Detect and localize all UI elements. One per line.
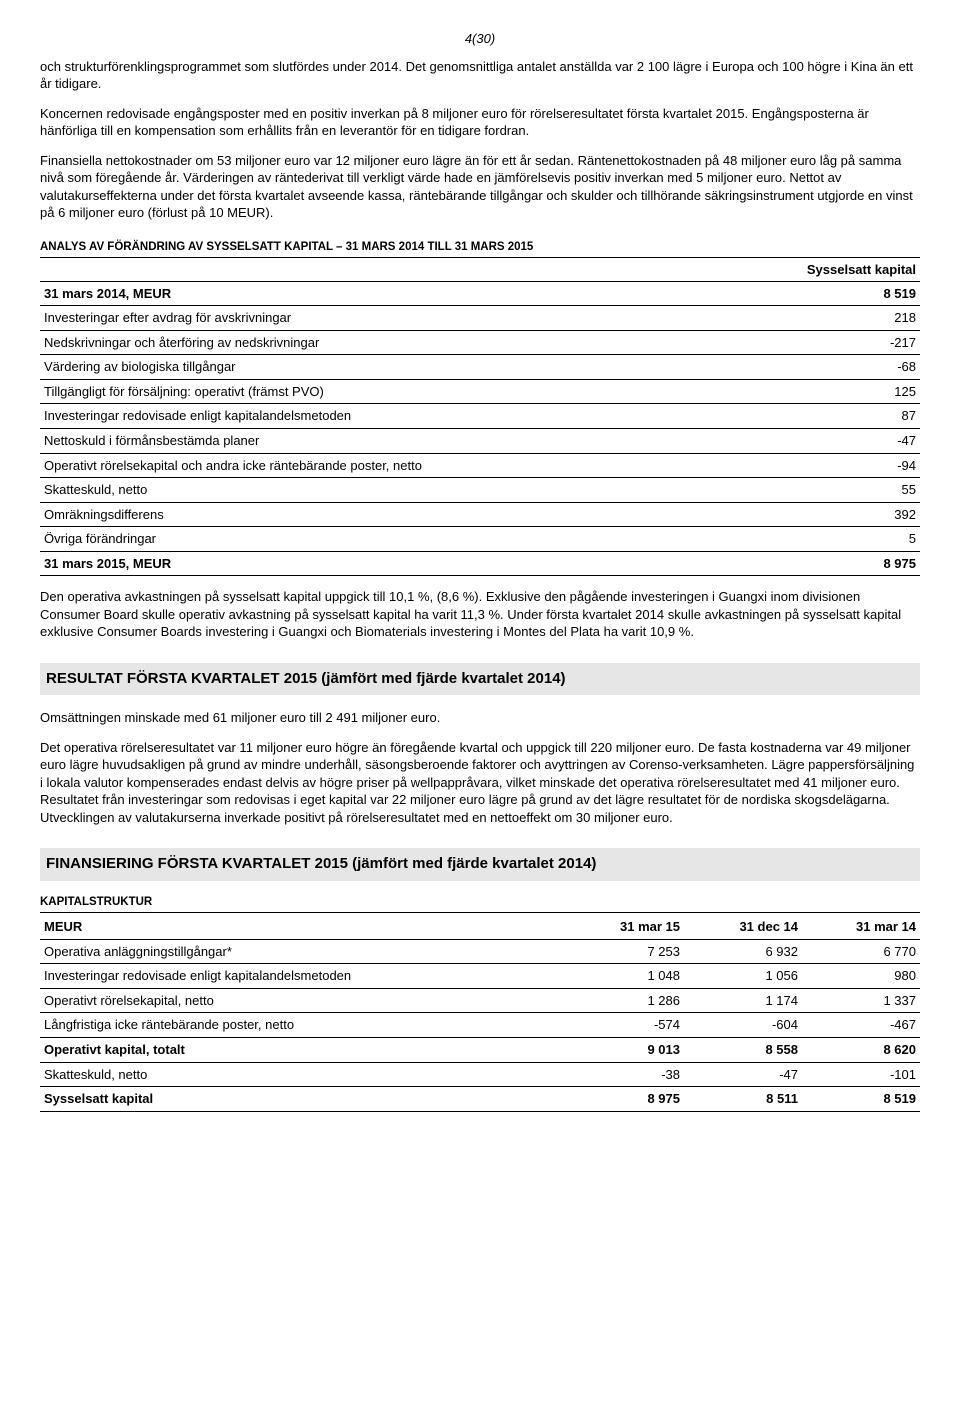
row-value: 8 975 — [802, 551, 920, 576]
paragraph-5: Omsättningen minskade med 61 miljoner eu… — [40, 709, 920, 727]
table-row: Övriga förändringar5 — [40, 527, 920, 552]
row-value: 125 — [802, 379, 920, 404]
table-row: Investeringar efter avdrag för avskrivni… — [40, 306, 920, 331]
row-value: -574 — [566, 1013, 684, 1038]
row-label: Operativt rörelsekapital, netto — [40, 988, 566, 1013]
row-value: -38 — [566, 1062, 684, 1087]
row-value: 8 519 — [802, 281, 920, 306]
paragraph-1: och strukturförenklingsprogrammet som sl… — [40, 58, 920, 93]
row-value: 87 — [802, 404, 920, 429]
table2: MEUR 31 mar 15 31 dec 14 31 mar 14 Opera… — [40, 915, 920, 1111]
row-value: 1 286 — [566, 988, 684, 1013]
row-label: Operativt rörelsekapital och andra icke … — [40, 453, 802, 478]
table2-col2: 31 dec 14 — [684, 915, 802, 939]
table-row: Skatteskuld, netto-38-47-101 — [40, 1062, 920, 1087]
row-value: -47 — [802, 429, 920, 454]
table-row: Operativt kapital, totalt9 0138 5588 620 — [40, 1037, 920, 1062]
row-value: 9 013 — [566, 1037, 684, 1062]
row-value: 1 056 — [684, 964, 802, 989]
row-label: Operativa anläggningstillgångar* — [40, 939, 566, 964]
table-row: Skatteskuld, netto55 — [40, 478, 920, 503]
row-value: 1 337 — [802, 988, 920, 1013]
row-value: 55 — [802, 478, 920, 503]
row-value: 980 — [802, 964, 920, 989]
row-value: 8 558 — [684, 1037, 802, 1062]
paragraph-2: Koncernen redovisade engångsposter med e… — [40, 105, 920, 140]
table1-empty-header — [40, 260, 802, 281]
row-label: Omräkningsdifferens — [40, 502, 802, 527]
paragraph-3: Finansiella nettokostnader om 53 miljone… — [40, 152, 920, 222]
row-value: 1 048 — [566, 964, 684, 989]
row-value: -101 — [802, 1062, 920, 1087]
row-value: 8 620 — [802, 1037, 920, 1062]
table-row: Investeringar redovisade enligt kapitala… — [40, 964, 920, 989]
table-row: Omräkningsdifferens392 — [40, 502, 920, 527]
table1-title: ANALYS AV FÖRÄNDRING AV SYSSELSATT KAPIT… — [40, 240, 920, 259]
table-row: Nettoskuld i förmånsbestämda planer-47 — [40, 429, 920, 454]
row-label: Operativt kapital, totalt — [40, 1037, 566, 1062]
table1-header-col: Sysselsatt kapital — [802, 260, 920, 281]
row-value: 6 770 — [802, 939, 920, 964]
row-value: -68 — [802, 355, 920, 380]
row-value: 6 932 — [684, 939, 802, 964]
row-label: Skatteskuld, netto — [40, 1062, 566, 1087]
table-row: Operativt rörelsekapital och andra icke … — [40, 453, 920, 478]
table-row: Investeringar redovisade enligt kapitala… — [40, 404, 920, 429]
table2-col0: MEUR — [40, 915, 566, 939]
row-label: Nettoskuld i förmånsbestämda planer — [40, 429, 802, 454]
page-number: 4(30) — [40, 30, 920, 48]
row-label: Tillgängligt för försäljning: operativt … — [40, 379, 802, 404]
section1-header: RESULTAT FÖRSTA KVARTALET 2015 (jämfört … — [40, 663, 920, 695]
row-value: 5 — [802, 527, 920, 552]
row-value: -217 — [802, 330, 920, 355]
row-value: 1 174 — [684, 988, 802, 1013]
table-row: Operativa anläggningstillgångar*7 2536 9… — [40, 939, 920, 964]
row-value: -47 — [684, 1062, 802, 1087]
row-label: Sysselsatt kapital — [40, 1087, 566, 1112]
section2-header: FINANSIERING FÖRSTA KVARTALET 2015 (jämf… — [40, 848, 920, 880]
paragraph-6: Det operativa rörelseresultatet var 11 m… — [40, 739, 920, 827]
row-value: -604 — [684, 1013, 802, 1038]
row-label: Investeringar redovisade enligt kapitala… — [40, 404, 802, 429]
table-row: Operativt rörelsekapital, netto1 2861 17… — [40, 988, 920, 1013]
table-row: Värdering av biologiska tillgångar-68 — [40, 355, 920, 380]
row-label: Investeringar redovisade enligt kapitala… — [40, 964, 566, 989]
row-label: 31 mars 2015, MEUR — [40, 551, 802, 576]
table-row: Nedskrivningar och återföring av nedskri… — [40, 330, 920, 355]
table-row: Långfristiga icke räntebärande poster, n… — [40, 1013, 920, 1038]
row-value: 392 — [802, 502, 920, 527]
paragraph-4: Den operativa avkastningen på sysselsatt… — [40, 588, 920, 641]
row-label: Skatteskuld, netto — [40, 478, 802, 503]
row-label: Värdering av biologiska tillgångar — [40, 355, 802, 380]
row-label: Investeringar efter avdrag för avskrivni… — [40, 306, 802, 331]
row-label: Långfristiga icke räntebärande poster, n… — [40, 1013, 566, 1038]
row-label: Övriga förändringar — [40, 527, 802, 552]
table1: Sysselsatt kapital 31 mars 2014, MEUR8 5… — [40, 260, 920, 576]
table2-col3: 31 mar 14 — [802, 915, 920, 939]
row-value: 218 — [802, 306, 920, 331]
row-label: 31 mars 2014, MEUR — [40, 281, 802, 306]
row-value: -94 — [802, 453, 920, 478]
table-row: 31 mars 2014, MEUR8 519 — [40, 281, 920, 306]
row-value: 8 511 — [684, 1087, 802, 1112]
table2-col1: 31 mar 15 — [566, 915, 684, 939]
row-value: 7 253 — [566, 939, 684, 964]
table2-title: KAPITALSTRUKTUR — [40, 895, 920, 914]
row-value: 8 519 — [802, 1087, 920, 1112]
table-row: 31 mars 2015, MEUR8 975 — [40, 551, 920, 576]
table-row: Sysselsatt kapital8 9758 5118 519 — [40, 1087, 920, 1112]
row-value: -467 — [802, 1013, 920, 1038]
row-label: Nedskrivningar och återföring av nedskri… — [40, 330, 802, 355]
row-value: 8 975 — [566, 1087, 684, 1112]
table1-header-col-text: Sysselsatt kapital — [807, 262, 916, 277]
table-row: Tillgängligt för försäljning: operativt … — [40, 379, 920, 404]
